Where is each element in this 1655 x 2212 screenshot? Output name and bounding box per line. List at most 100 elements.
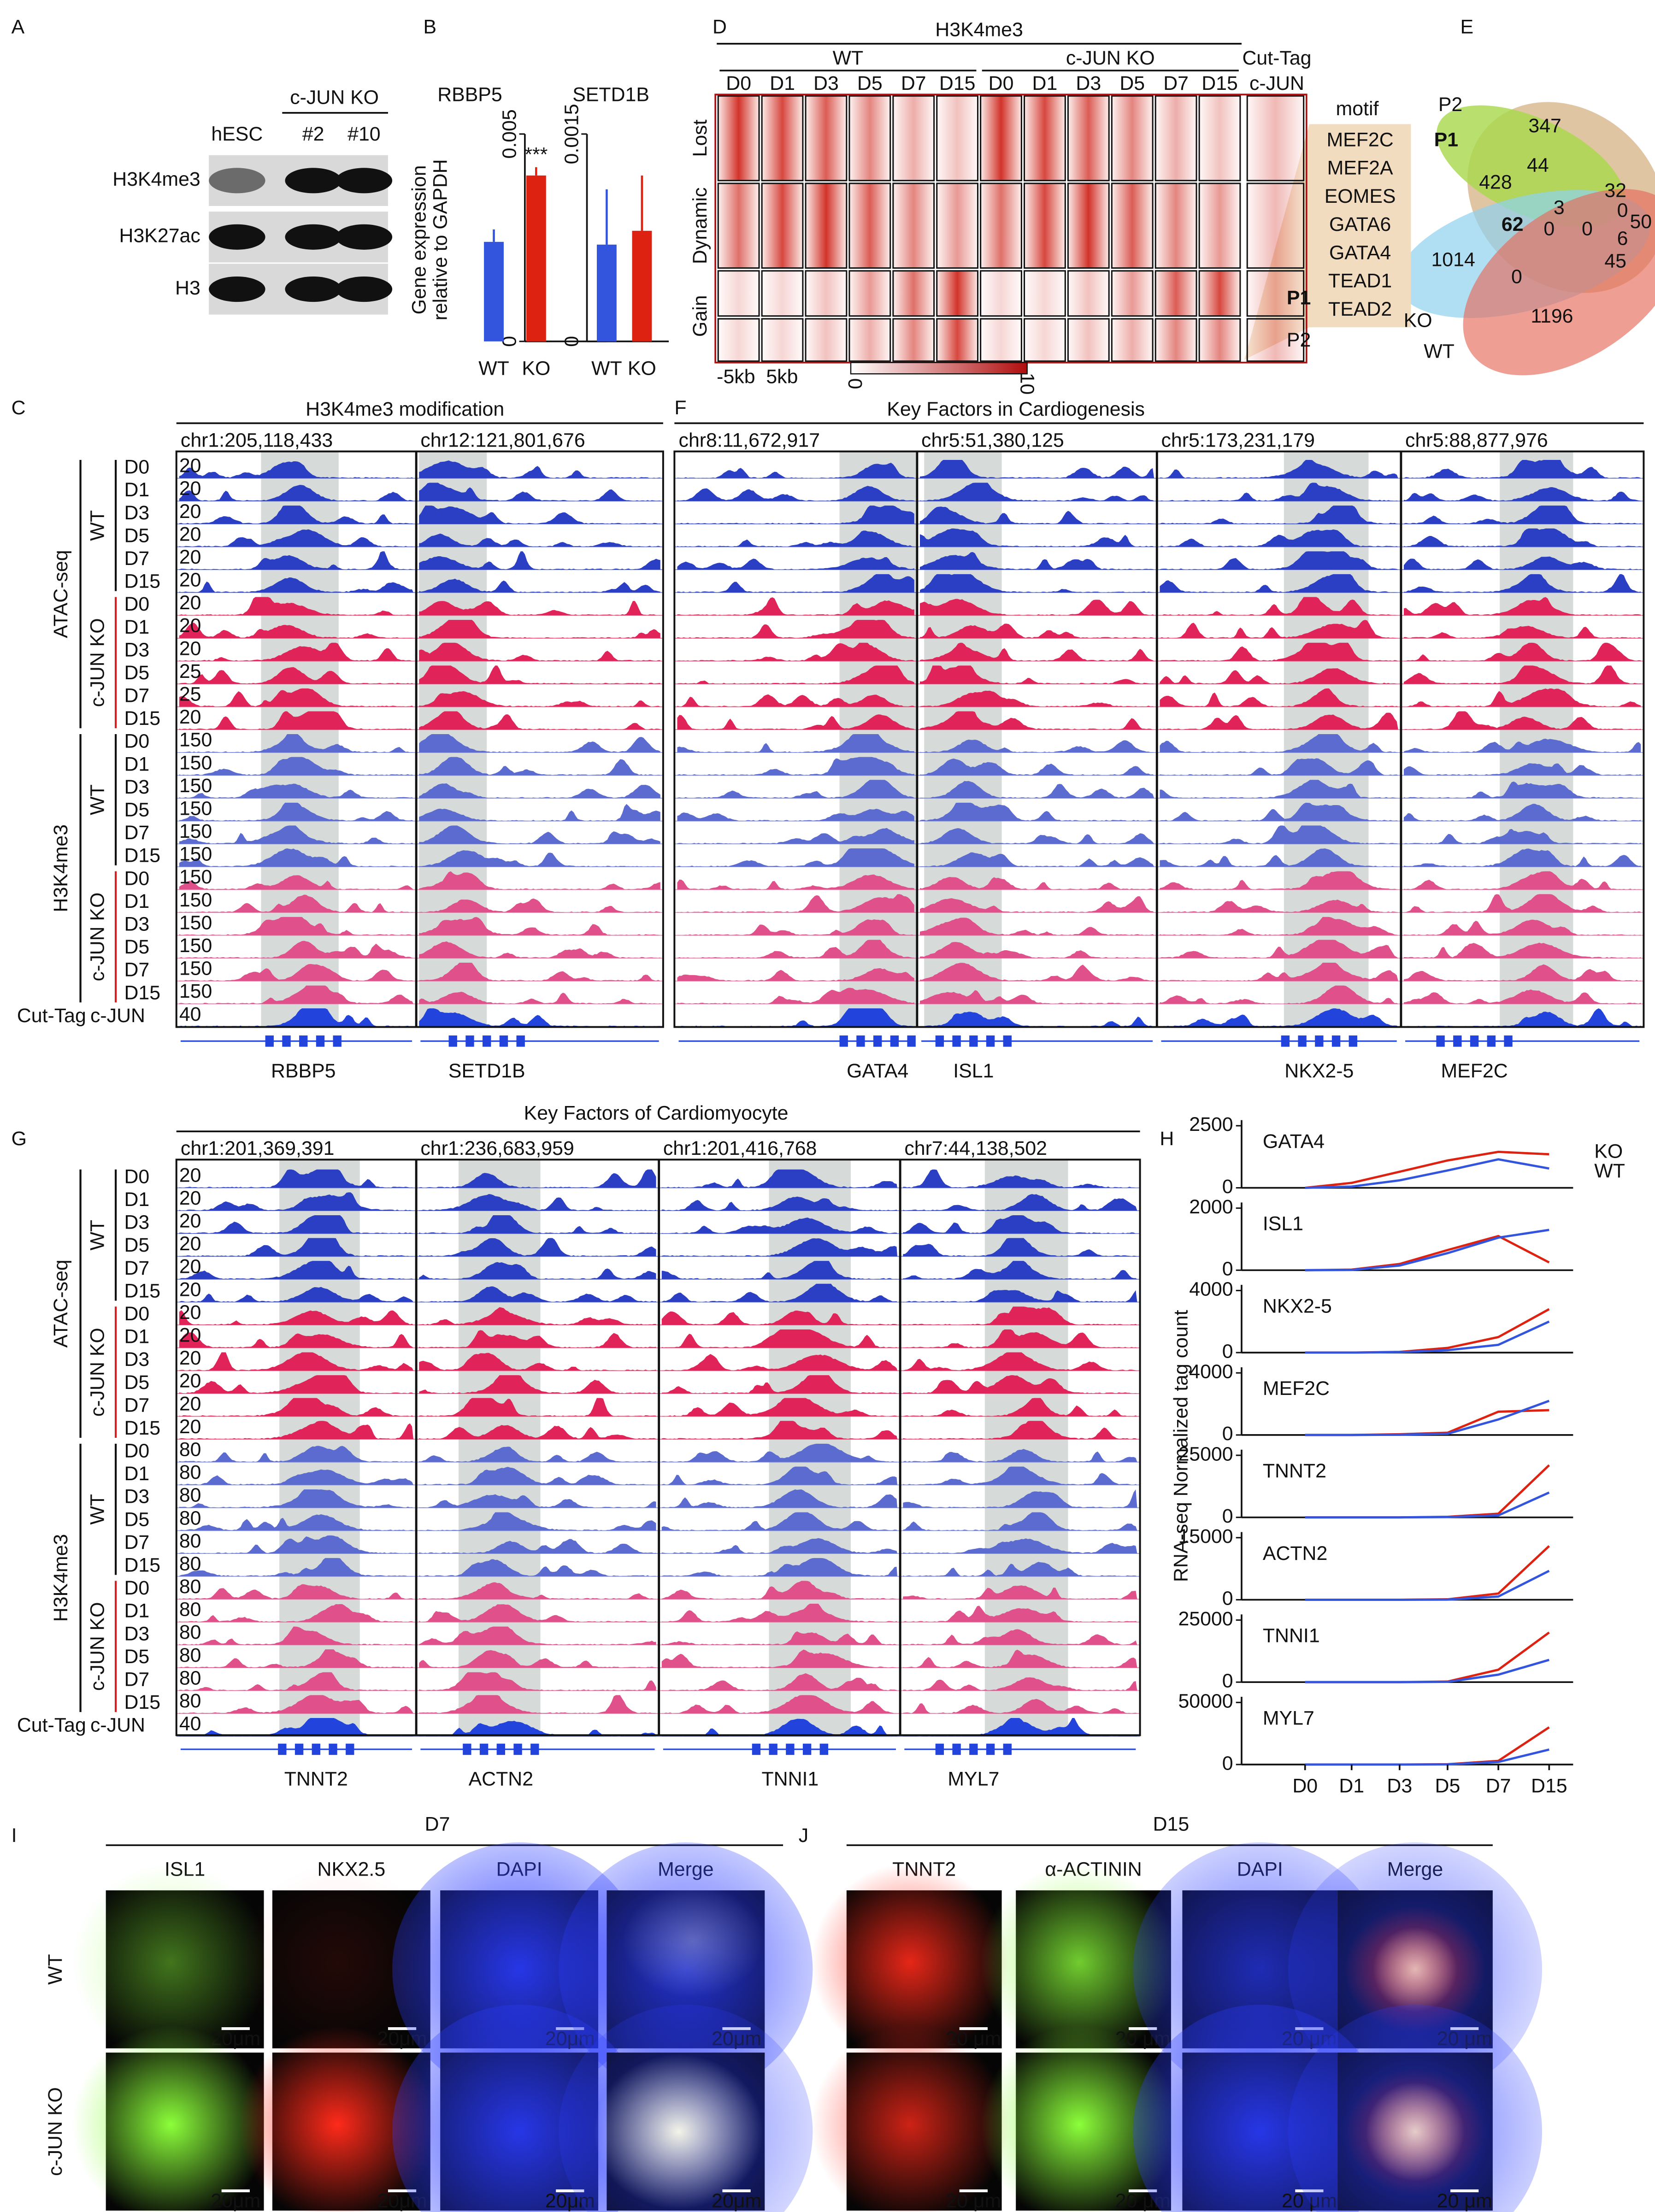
exon	[839, 1035, 848, 1047]
cluster-label: Dynamic	[689, 187, 711, 264]
blot-row-label: H3K4me3	[112, 168, 200, 190]
track-signal	[1404, 919, 1641, 935]
track-day: D1	[124, 1188, 149, 1211]
track-signal	[179, 783, 414, 799]
track-signal	[419, 1238, 656, 1257]
track-signal	[179, 1215, 414, 1234]
blot-band	[209, 276, 265, 302]
heatmap-cell	[1154, 182, 1197, 269]
track-day: D5	[124, 524, 149, 547]
track-signal	[920, 711, 1154, 730]
track-signal	[1160, 642, 1398, 661]
track-scale: 80	[179, 1484, 201, 1506]
track-signal	[419, 1194, 656, 1211]
locus: chr1:201,369,391	[181, 1137, 335, 1159]
track-signal	[920, 896, 1154, 912]
stain	[72, 1863, 270, 2061]
venn-count: 0	[1543, 218, 1555, 240]
exon	[448, 1035, 457, 1047]
track-signal	[677, 968, 914, 981]
exon	[299, 1035, 308, 1047]
heatmap-cell	[892, 95, 935, 182]
track-signal	[1404, 556, 1641, 570]
track-scale: 150	[179, 797, 212, 819]
track-signal	[661, 1558, 898, 1577]
track-signal	[179, 1584, 414, 1600]
track-scale: 20	[179, 1301, 201, 1324]
track-day: D15	[124, 1280, 160, 1302]
track-scale: 20	[179, 637, 201, 659]
cut-tag-target: c-JUN	[90, 1714, 145, 1736]
stain	[980, 1863, 1178, 2061]
track-signal	[1160, 506, 1398, 524]
series-line	[1305, 1748, 1549, 1766]
track-signal	[903, 1352, 1137, 1371]
exon	[952, 1743, 961, 1755]
exon	[1003, 1743, 1012, 1755]
track-day: D1	[124, 890, 149, 912]
exon	[316, 1035, 325, 1047]
exon	[479, 1743, 489, 1755]
track-scale: 150	[179, 866, 212, 888]
track-day: D7	[124, 1257, 149, 1279]
track-signal	[179, 917, 414, 935]
venn-wt	[1463, 189, 1655, 376]
motif: TEAD2	[1328, 298, 1392, 320]
y-tick-label: 50000	[1178, 1690, 1233, 1712]
track-scale: 150	[179, 958, 212, 980]
track-signal	[903, 1538, 1137, 1554]
track-day: D5	[124, 1234, 149, 1256]
heatmap-cell	[892, 182, 935, 269]
cut-tag-assay: Cut-Tag	[17, 1005, 86, 1027]
track-scale: 150	[179, 843, 212, 865]
day-label: D0	[726, 72, 751, 94]
venn-count: 45	[1604, 250, 1626, 272]
track-signal	[920, 665, 1154, 684]
bar	[632, 230, 652, 341]
locus: chr5:173,231,179	[1161, 429, 1315, 451]
track-signal	[677, 988, 914, 1004]
track-signal	[661, 1169, 898, 1188]
heatmap-cell	[1111, 95, 1154, 182]
x-tick-label: D0	[1292, 1775, 1318, 1797]
exon	[819, 1743, 829, 1755]
day-label: D3	[1076, 72, 1101, 94]
track-signal	[1160, 962, 1398, 981]
motif: MEF2A	[1327, 157, 1393, 179]
track-signal	[661, 1238, 898, 1257]
track-signal	[920, 740, 1154, 753]
track-signal	[1160, 848, 1398, 867]
track-day: D5	[124, 799, 149, 821]
track-signal	[920, 877, 1154, 890]
row-label: c-JUN KO	[44, 2087, 66, 2176]
track-scale: 150	[179, 889, 212, 911]
chart-title: SETD1B	[572, 83, 649, 106]
track-signal	[419, 1262, 656, 1279]
track-signal	[179, 623, 414, 638]
heatmap-cell	[805, 318, 848, 362]
panel-label: D	[713, 16, 727, 38]
track-signal	[179, 485, 414, 501]
track-signal	[920, 528, 1154, 547]
track-day: D15	[124, 1554, 160, 1576]
stain	[72, 2025, 270, 2212]
track-scale: 40	[179, 1003, 201, 1025]
track-scale: 20	[179, 592, 201, 614]
track-signal	[903, 1261, 1137, 1279]
track-signal	[419, 1604, 656, 1622]
track-signal	[903, 1489, 1137, 1508]
track-signal	[419, 1425, 656, 1440]
track-signal	[903, 1585, 1137, 1600]
track-day: D5	[124, 936, 149, 958]
track-signal	[920, 459, 1154, 478]
colorbar-tick-label: 10	[1016, 373, 1038, 395]
track-day: D3	[124, 1486, 149, 1508]
x-tick-label: D5	[1435, 1775, 1461, 1797]
gene-title: MYL7	[1263, 1707, 1314, 1729]
heatmap-cell	[892, 318, 935, 362]
track-signal	[1404, 871, 1641, 890]
track-scale: 150	[179, 775, 212, 797]
track-scale: 80	[179, 1667, 201, 1689]
track-scale: 20	[179, 1347, 201, 1369]
heatmap-cell	[717, 95, 760, 182]
